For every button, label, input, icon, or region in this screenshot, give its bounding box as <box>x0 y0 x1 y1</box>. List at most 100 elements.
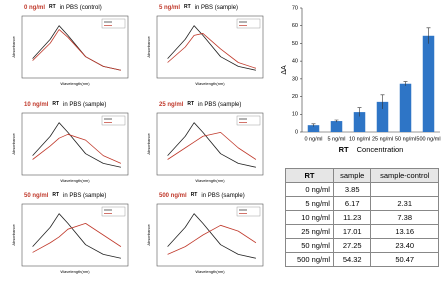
table-cell: 3.85 <box>332 182 372 197</box>
x-axis-label-emphasis: RT <box>339 145 349 154</box>
spectrum-line <box>32 29 122 71</box>
spectrum-line <box>32 122 122 168</box>
condition: in PBS (sample) <box>195 5 238 11</box>
plot-frame <box>21 112 129 176</box>
legend-box <box>101 18 126 29</box>
plot-title: 25 ng/ml RT in PBS (sample) <box>159 101 241 107</box>
concentration: 50 ng/ml <box>24 193 49 199</box>
legend-box <box>101 206 126 217</box>
x-axis-label-text: Concentration <box>357 145 404 154</box>
plot-frame <box>156 15 264 79</box>
spectrum-line <box>32 133 122 164</box>
concentration: 25 ng/ml <box>159 102 184 108</box>
results-table: RT sample sample-control 0 ng/ml 3.85 5 ng/ml… <box>285 168 439 267</box>
concentration: 500 ng/ml <box>159 193 187 199</box>
y-tick-label: 10 <box>292 112 298 118</box>
analyte: RT <box>52 192 59 198</box>
error-bar <box>334 119 339 123</box>
spectrum-line <box>167 33 257 69</box>
legend-box <box>236 18 261 29</box>
header-cell: sample <box>332 168 372 183</box>
x-tick-label: 25 ng/ml <box>372 136 393 142</box>
error-bar <box>311 123 316 127</box>
bar <box>399 83 412 132</box>
table-row: 25 ng/ml 17.01 13.16 <box>285 224 439 239</box>
header-row: RT sample sample-control <box>285 168 439 183</box>
y-axis-label: Absorbance <box>11 36 16 58</box>
spectrum-line <box>167 25 257 71</box>
y-axis-label: Absorbance <box>146 133 151 155</box>
plot-title: 10 ng/ml RT in PBS (sample) <box>24 101 106 107</box>
table-cell: 17.01 <box>332 224 372 239</box>
y-axis-label: Absorbance <box>11 133 16 155</box>
y-tick-label: 70 <box>292 5 298 11</box>
table-cell: 500 ng/ml <box>285 252 334 267</box>
error-bar <box>380 94 385 109</box>
plot-frame <box>21 203 129 267</box>
concentration: 0 ng/ml <box>24 5 45 11</box>
analyte: RT <box>184 4 191 10</box>
plot-frame <box>156 203 264 267</box>
table-cell: 23.40 <box>370 238 439 253</box>
table-row: 500 ng/ml 54.32 50.47 <box>285 252 439 267</box>
plot-title: 0 ng/ml RT in PBS (control) <box>24 4 102 10</box>
legend-box <box>101 115 126 126</box>
x-tick-label: 0 ng/ml <box>304 136 322 142</box>
table-cell: 11.23 <box>332 210 372 225</box>
y-axis-label: Absorbance <box>11 224 16 246</box>
spectrum-line <box>32 213 122 259</box>
condition: in PBS (control) <box>60 5 102 11</box>
condition: in PBS (sample) <box>63 102 106 108</box>
analyte: RT <box>187 101 194 107</box>
analyte: RT <box>49 4 56 10</box>
table-cell: 13.16 <box>370 224 439 239</box>
table-cell <box>370 182 439 197</box>
plot-title: 5 ng/ml RT in PBS (sample) <box>159 4 238 10</box>
condition: in PBS (sample) <box>63 193 106 199</box>
table-cell: 27.25 <box>332 238 372 253</box>
y-tick-label: 60 <box>292 23 298 29</box>
y-tick-label: 20 <box>292 94 298 100</box>
error-bar <box>426 27 431 44</box>
x-axis-label: Wavelength(nm) <box>195 269 225 274</box>
legend-box <box>236 206 261 217</box>
table-cell: 0 ng/ml <box>285 182 334 197</box>
plot-title: 50 ng/ml RT in PBS (sample) <box>24 192 106 198</box>
x-tick-label: 10 ng/ml <box>349 136 370 142</box>
x-axis-label: Wavelength(nm) <box>60 269 90 274</box>
error-bar <box>403 81 408 86</box>
spectrum-line <box>167 131 257 160</box>
table-cell: 25 ng/ml <box>285 224 334 239</box>
bar <box>422 35 435 132</box>
x-axis-label: Wavelength(nm) <box>60 81 90 86</box>
plot-frame <box>156 112 264 176</box>
x-axis-label: Wavelength(nm) <box>60 178 90 183</box>
table-cell: 6.17 <box>332 196 372 211</box>
table-row: 0 ng/ml 3.85 <box>285 182 439 197</box>
spectrum-line <box>167 122 257 168</box>
bar <box>307 125 320 132</box>
x-tick-label: 5 ng/ml <box>327 136 345 142</box>
header-cell: RT <box>285 168 334 183</box>
x-axis-label: RT Concentration <box>339 145 404 154</box>
table-cell: 2.31 <box>370 196 439 211</box>
plot-frame <box>21 15 129 79</box>
concentration: 5 ng/ml <box>159 5 180 11</box>
concentration: 10 ng/ml <box>24 102 49 108</box>
table-cell: 10 ng/ml <box>285 210 334 225</box>
table-cell: 5 ng/ml <box>285 196 334 211</box>
analyte: RT <box>52 101 59 107</box>
table-cell: 50.47 <box>370 252 439 267</box>
legend-box <box>236 115 261 126</box>
plot-title: 500 ng/ml RT in PBS (sample) <box>159 192 245 198</box>
spectrum-line <box>167 213 257 259</box>
y-tick-label: 40 <box>292 59 298 65</box>
bar <box>376 101 389 132</box>
table-cell: 54.32 <box>332 252 372 267</box>
x-axis-label: Wavelength(nm) <box>195 81 225 86</box>
table-row: 10 ng/ml 11.23 7.38 <box>285 210 439 225</box>
bar <box>353 112 366 132</box>
x-axis-label: Wavelength(nm) <box>195 178 225 183</box>
